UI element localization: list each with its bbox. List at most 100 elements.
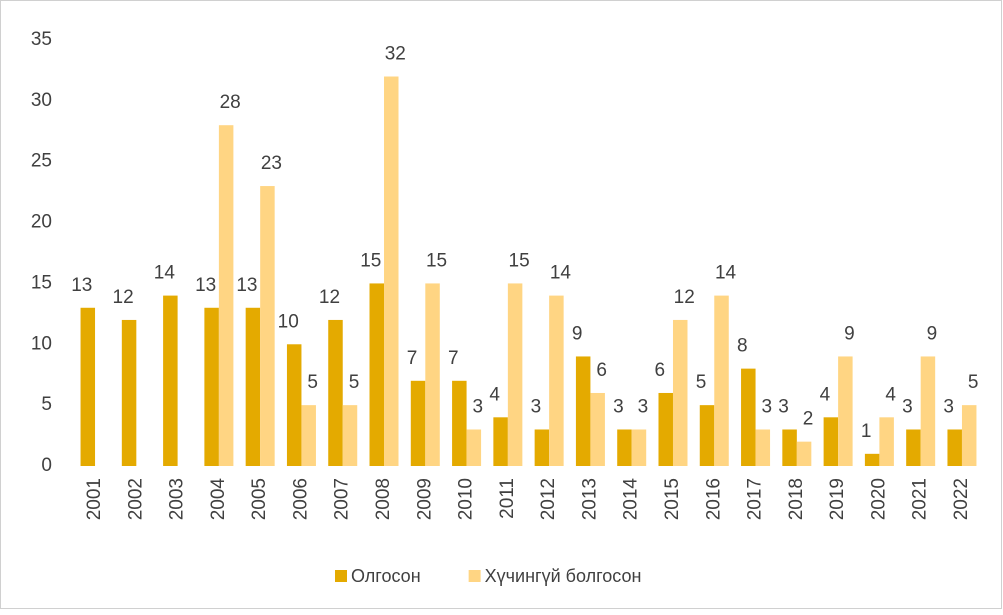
data-label: 12: [319, 287, 340, 308]
bar: [534, 429, 550, 466]
data-label: 10: [278, 311, 299, 332]
bar: [204, 307, 219, 466]
data-label: 3: [778, 397, 789, 418]
x-tick-label: 2008: [373, 478, 394, 520]
data-label: 3: [531, 397, 542, 418]
y-tick-label: 10: [31, 333, 52, 354]
bar: [369, 283, 385, 466]
x-tick-label: 2011: [497, 478, 518, 519]
bar: [549, 295, 564, 466]
data-label: 15: [426, 250, 447, 271]
y-tick-label: 5: [41, 394, 52, 415]
bar: [864, 453, 880, 466]
x-tick-label: 2009: [414, 478, 435, 520]
data-label: 15: [509, 250, 530, 271]
bar: [796, 441, 812, 466]
x-tick-label: 2019: [827, 478, 848, 520]
bar: [879, 417, 894, 466]
y-tick-label: 35: [31, 29, 52, 50]
x-tick-label: 2006: [290, 478, 311, 520]
y-tick-label: 20: [31, 212, 52, 233]
bar: [961, 405, 977, 466]
x-tick-label: 2015: [662, 478, 683, 520]
bar: [920, 356, 936, 466]
bar: [507, 283, 523, 466]
data-label: 5: [307, 372, 318, 393]
x-tick-label: 2003: [167, 478, 188, 520]
x-tick-label: 2021: [910, 478, 931, 520]
x-tick-label: 2001: [84, 478, 105, 520]
data-label: 8: [737, 336, 748, 357]
bar: [947, 429, 962, 466]
y-tick-label: 30: [31, 90, 52, 111]
bar: [80, 307, 96, 466]
x-tick-label: 2018: [786, 478, 807, 520]
bar: [838, 356, 853, 466]
x-tick-label: 2007: [332, 478, 353, 520]
data-label: 12: [674, 287, 695, 308]
x-tick-label: 2005: [249, 478, 270, 520]
data-label: 9: [844, 323, 855, 344]
data-label: 5: [349, 372, 360, 393]
x-tick-label: 2010: [456, 478, 477, 520]
data-label: 4: [885, 384, 896, 405]
bar: [906, 429, 921, 466]
x-tick-label: 2002: [125, 478, 146, 520]
data-label: 14: [154, 263, 176, 284]
x-tick-label: 2014: [621, 478, 642, 521]
legend-label: Хүчингүй болгосон: [485, 566, 642, 586]
legend-swatch: [335, 570, 347, 582]
data-label: 7: [448, 348, 459, 369]
bar: [617, 429, 632, 466]
data-label: 23: [261, 153, 282, 174]
data-label: 12: [113, 287, 134, 308]
bar: [699, 405, 715, 466]
x-tick-label: 2013: [579, 478, 600, 520]
data-label: 3: [902, 397, 913, 418]
x-tick-label: 2012: [538, 478, 559, 520]
bar: [452, 380, 467, 466]
bar: [658, 392, 673, 466]
bar: [590, 392, 605, 466]
bar: [328, 319, 343, 466]
data-label: 13: [236, 275, 257, 296]
data-label: 32: [385, 44, 406, 65]
bar: [741, 368, 756, 466]
data-label: 9: [572, 323, 583, 344]
data-label: 6: [654, 360, 665, 381]
data-label: 9: [927, 323, 938, 344]
data-label: 14: [550, 263, 572, 284]
data-label: 3: [762, 397, 773, 418]
data-label: 15: [360, 250, 381, 271]
x-tick-label: 2017: [745, 478, 766, 520]
y-tick-label: 25: [31, 151, 52, 172]
data-label: 3: [613, 397, 624, 418]
data-label: 6: [596, 360, 607, 381]
bar: [466, 429, 482, 466]
x-tick-label: 2022: [951, 478, 972, 520]
bar: [384, 76, 399, 466]
bar: [575, 356, 591, 466]
bar: [260, 186, 275, 467]
bar: [493, 417, 508, 466]
bar: [714, 295, 729, 466]
x-tick-label: 2016: [703, 478, 724, 520]
data-label: 3: [943, 397, 954, 418]
legend-label: Олгосон: [351, 566, 421, 586]
data-label: 3: [638, 397, 649, 418]
data-label: 1: [861, 421, 872, 442]
bar: [823, 417, 839, 466]
bar: [286, 344, 302, 466]
data-label: 7: [407, 348, 418, 369]
data-label: 3: [473, 397, 484, 418]
bar: [301, 405, 316, 466]
data-label: 5: [696, 372, 707, 393]
data-label: 2: [803, 409, 814, 430]
bar: [782, 429, 797, 466]
bar: [245, 307, 261, 466]
data-label: 4: [820, 384, 831, 405]
bar: [672, 319, 688, 466]
legend-swatch: [468, 570, 481, 582]
data-label: 14: [715, 263, 737, 284]
